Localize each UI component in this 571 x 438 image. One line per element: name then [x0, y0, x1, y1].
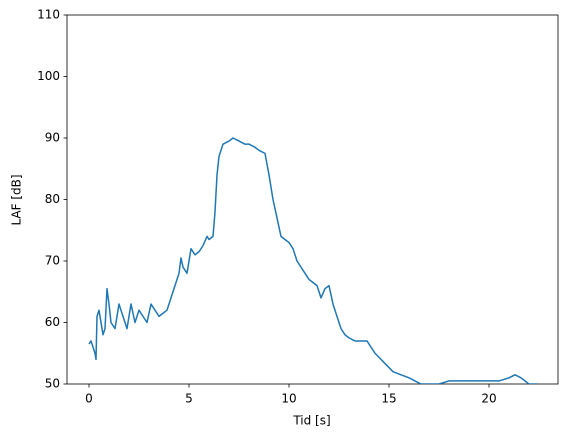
- plot-frame: [66, 14, 559, 385]
- x-tick-label: 10: [281, 392, 296, 406]
- y-tick-label: 80: [45, 192, 60, 206]
- y-tick-label: 90: [45, 131, 60, 145]
- data-line: [88, 137, 537, 384]
- x-tick-label: 15: [381, 392, 396, 406]
- y-tick-label: 100: [37, 69, 60, 83]
- y-tick-label: 70: [45, 254, 60, 268]
- x-axis-label: Tid [s]: [292, 414, 330, 428]
- y-tick-label: 60: [45, 315, 60, 329]
- x-tick-label: 0: [85, 392, 93, 406]
- x-tick-label: 5: [185, 392, 193, 406]
- x-tick-label: 20: [481, 392, 496, 406]
- y-tick-label: 110: [37, 8, 60, 22]
- y-tick-label: 50: [45, 377, 60, 391]
- y-axis-label: LAF [dB]: [10, 174, 24, 225]
